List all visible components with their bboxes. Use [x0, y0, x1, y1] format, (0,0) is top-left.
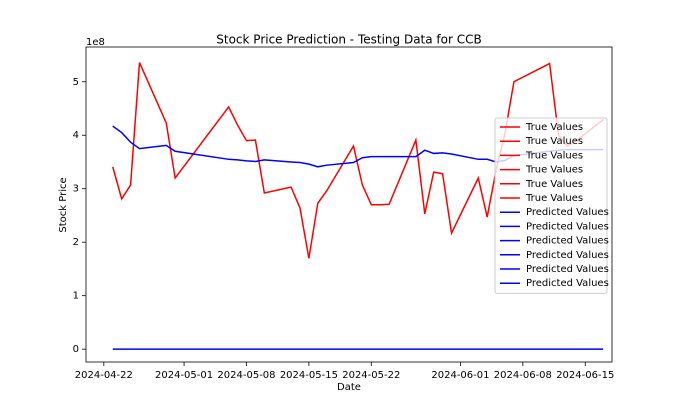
x-axis-label: Date: [337, 382, 361, 393]
y-tick-label: 3: [73, 184, 79, 195]
legend-label: True Values: [525, 193, 583, 204]
y-tick-label: 5: [73, 77, 79, 88]
x-tick-label: 2024-05-01: [155, 370, 213, 381]
y-tick-label: 4: [73, 130, 79, 141]
x-tick-label: 2024-04-22: [75, 370, 133, 381]
legend-label: Predicted Values: [526, 278, 609, 289]
axes-frame: [85, 46, 613, 363]
legend-label: Predicted Values: [526, 250, 609, 261]
legend-label: True Values: [525, 150, 583, 161]
legend-label: Predicted Values: [526, 221, 609, 232]
legend-label: Predicted Values: [526, 236, 609, 247]
legend-label: True Values: [525, 179, 583, 190]
y-tick-label: 2: [73, 237, 79, 248]
chart-title: Stock Price Prediction - Testing Data fo…: [216, 33, 481, 47]
y-offset-label: 1e8: [86, 37, 105, 48]
y-axis-label: Stock Price: [58, 177, 69, 232]
legend-label: Predicted Values: [526, 264, 609, 275]
legend-label: True Values: [525, 136, 583, 147]
y-tick-label: 0: [73, 344, 79, 355]
legend-label: True Values: [525, 122, 583, 133]
x-tick-label: 2024-05-08: [217, 370, 275, 381]
x-tick-label: 2024-05-22: [342, 370, 400, 381]
legend-label: Predicted Values: [526, 207, 609, 218]
x-tick-label: 2024-05-15: [280, 370, 338, 381]
legend-box: [494, 117, 608, 294]
x-tick-label: 2024-06-01: [431, 370, 489, 381]
x-tick-label: 2024-06-15: [556, 370, 614, 381]
x-tick-label: 2024-06-08: [494, 370, 552, 381]
y-tick-label: 1: [73, 291, 79, 302]
legend-label: True Values: [525, 165, 583, 176]
